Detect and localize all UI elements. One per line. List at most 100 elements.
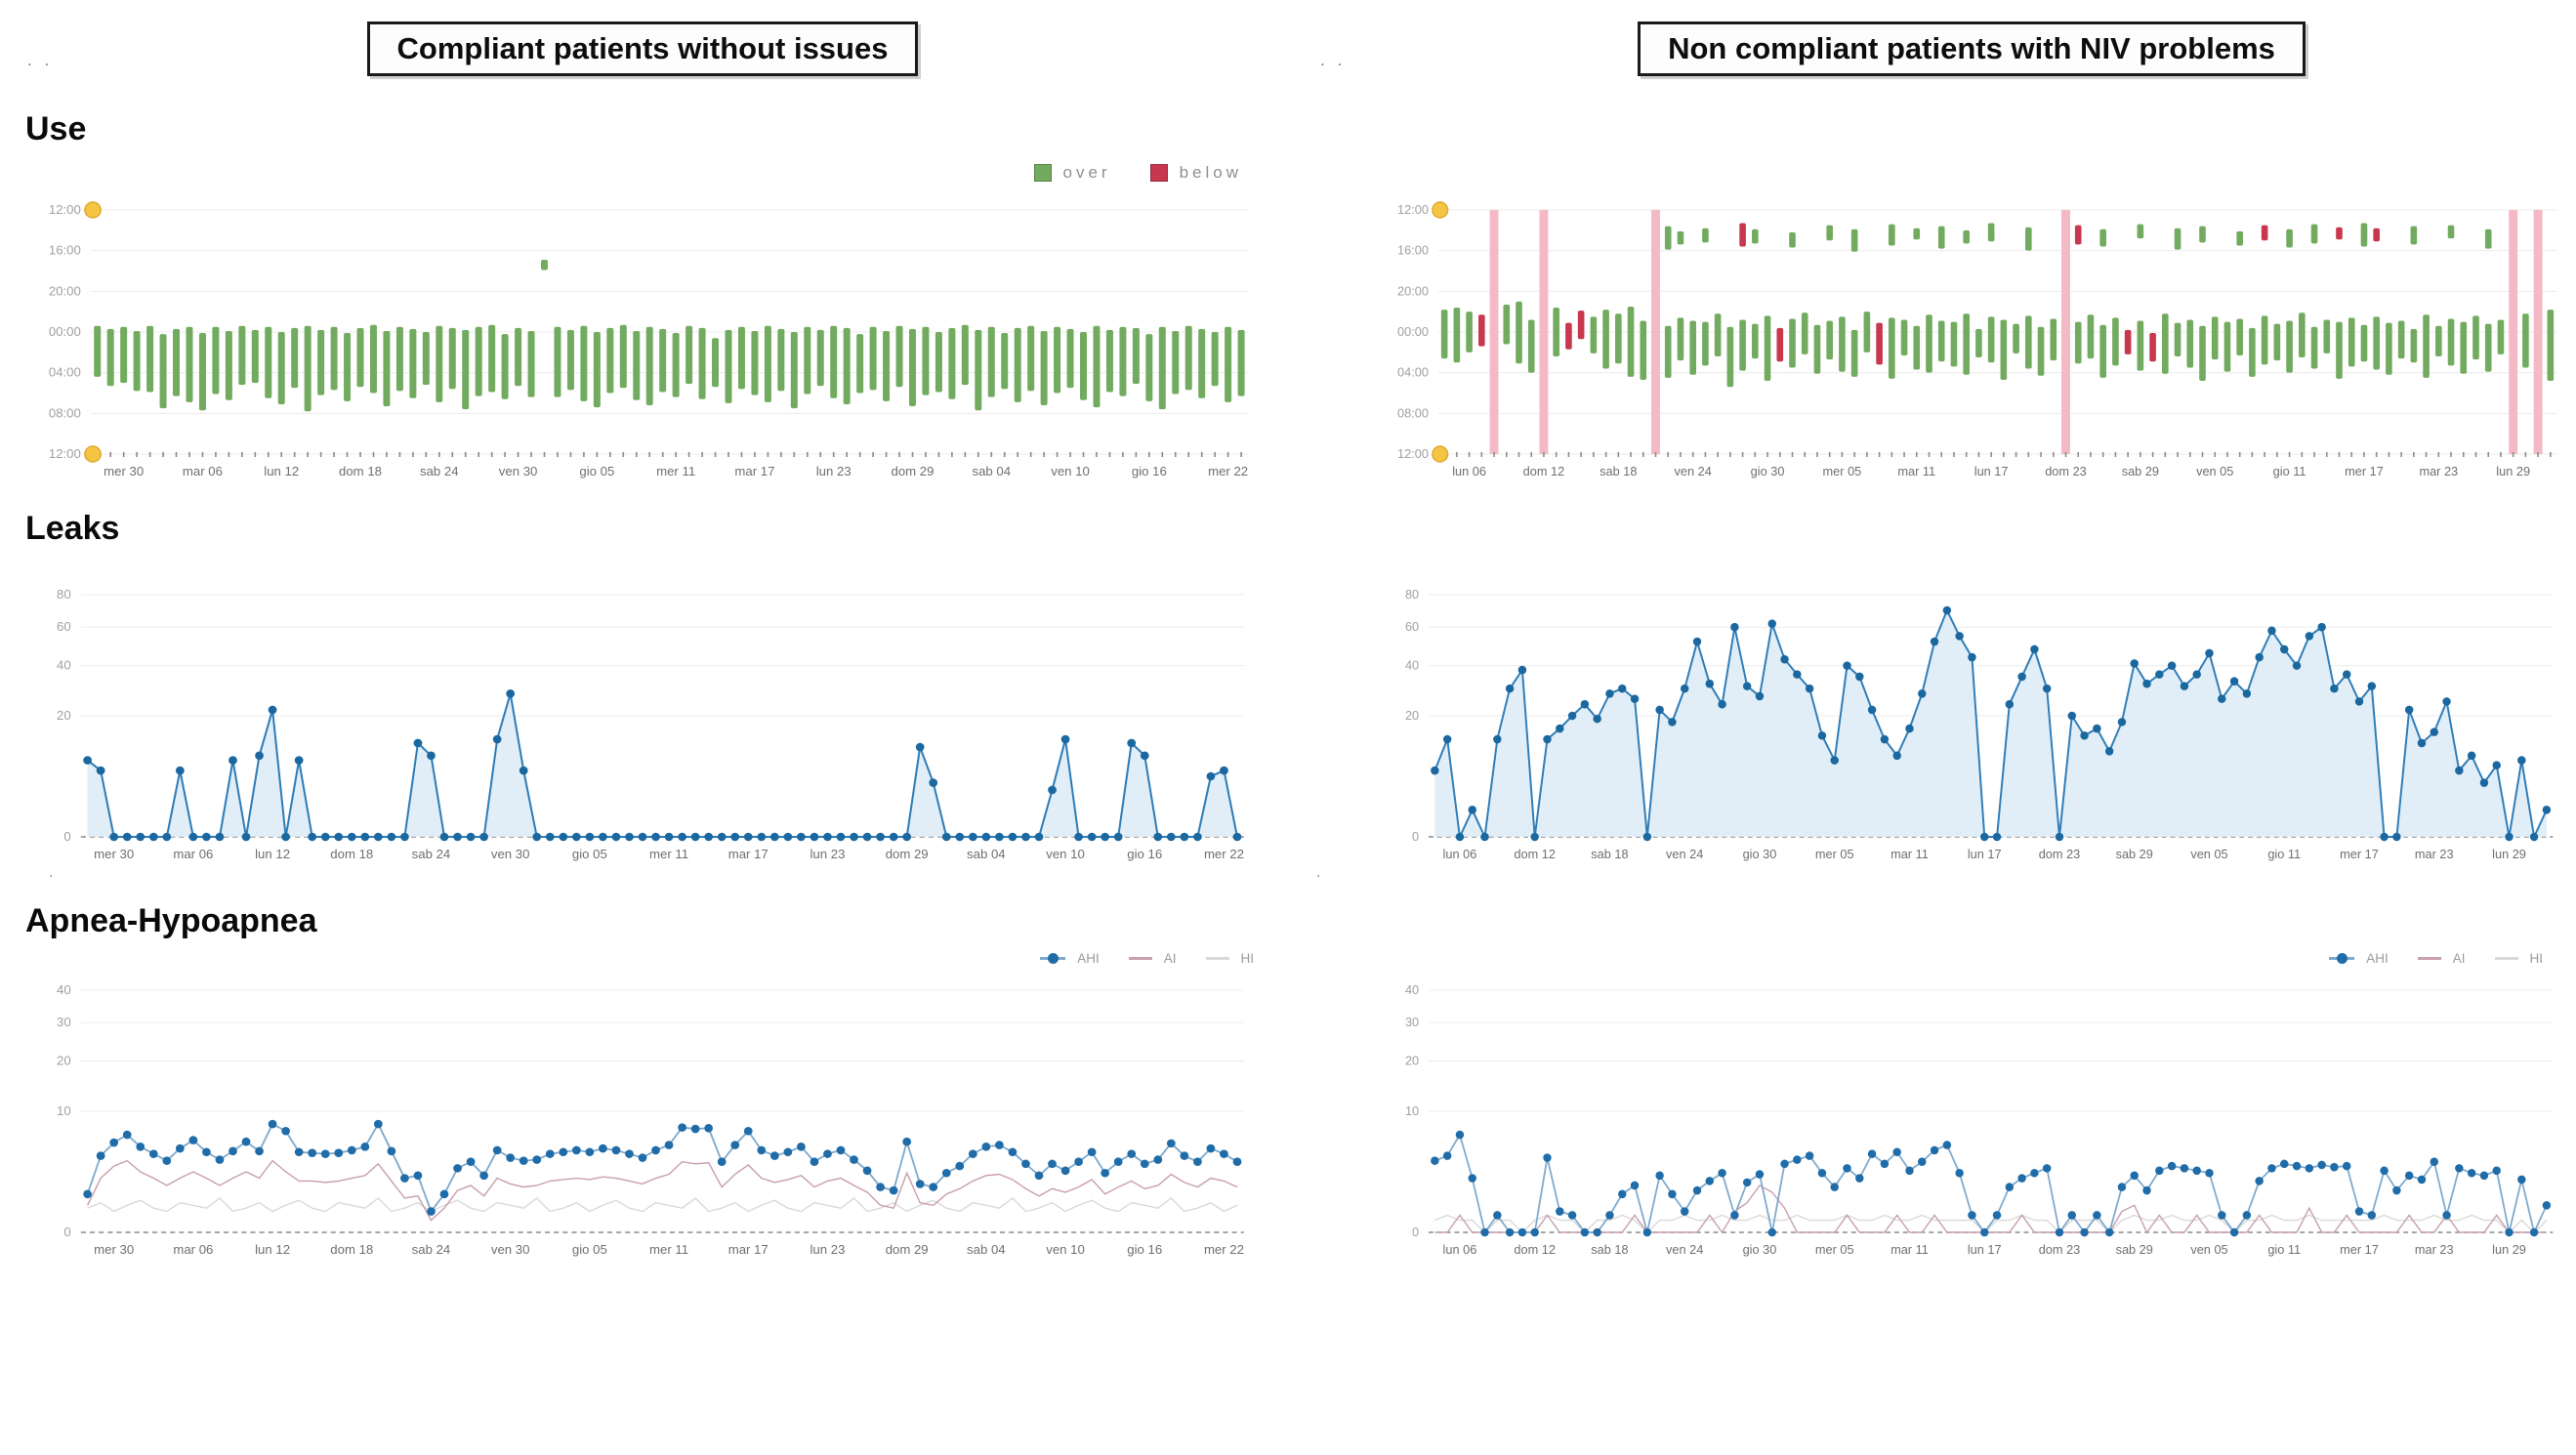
svg-text:mar 17: mar 17: [734, 464, 774, 478]
svg-text:mer 11: mer 11: [649, 1242, 688, 1257]
svg-text:mer 22: mer 22: [1204, 847, 1244, 861]
legend-label-below: below: [1179, 163, 1242, 183]
svg-text:mar 17: mar 17: [728, 847, 769, 861]
svg-text:mar 06: mar 06: [183, 464, 223, 478]
svg-text:dom 29: dom 29: [892, 464, 935, 478]
header-right: . . Non compliant patients with NIV prob…: [1287, 12, 2576, 88]
svg-text:lun 23: lun 23: [810, 1242, 846, 1257]
svg-text:lun 12: lun 12: [255, 847, 290, 861]
svg-text:gio 05: gio 05: [579, 464, 614, 478]
svg-text:mar 11: mar 11: [1897, 464, 1935, 478]
svg-text:gio 05: gio 05: [572, 847, 607, 861]
svg-text:20:00: 20:00: [49, 284, 81, 299]
svg-text:mar 23: mar 23: [2415, 847, 2454, 861]
ahi-chart-right: 0 10 20 30 40 lun 06 dom 12 sab 18 ven 24 gio 30 m…: [1287, 973, 2576, 1266]
svg-text:gio 16: gio 16: [1127, 1242, 1162, 1257]
svg-text:30: 30: [1405, 1015, 1419, 1029]
svg-text:sab 29: sab 29: [2116, 1242, 2153, 1257]
svg-text:mer 30: mer 30: [94, 847, 134, 861]
pre-apnea-row: . .: [0, 864, 2576, 881]
use-chart-right: 12:00 16:00 20:00 00:00 04:00 08:00 12:00 lun 0…: [1287, 194, 2576, 487]
svg-text:dom 23: dom 23: [2045, 464, 2087, 478]
legend-swatch-over: [1033, 164, 1052, 183]
svg-text:lun 29: lun 29: [2492, 1242, 2526, 1257]
svg-text:ven 24: ven 24: [1675, 464, 1712, 478]
svg-text:mar 23: mar 23: [2415, 1242, 2454, 1257]
svg-text:ven 24: ven 24: [1666, 1242, 1703, 1257]
svg-text:16:00: 16:00: [1397, 243, 1429, 258]
svg-text:mer 11: mer 11: [656, 464, 695, 478]
svg-text:lun 17: lun 17: [1968, 1242, 2002, 1257]
svg-text:lun 29: lun 29: [2492, 847, 2526, 861]
svg-text:12:00: 12:00: [1397, 202, 1429, 217]
svg-text:dom 12: dom 12: [1523, 464, 1565, 478]
svg-text:lun 12: lun 12: [264, 464, 299, 478]
svg-text:dom 29: dom 29: [886, 847, 929, 861]
legend-item-over: over: [1033, 163, 1111, 183]
legend-item-hi: HI: [1205, 951, 1254, 966]
svg-text:lun 17: lun 17: [1974, 464, 2009, 478]
svg-text:mar 23: mar 23: [2419, 464, 2458, 478]
svg-text:sab 29: sab 29: [2116, 847, 2153, 861]
svg-text:ven 05: ven 05: [2190, 1242, 2227, 1257]
ahi-legend-row: AHI AI HI AHI AI HI: [0, 943, 2576, 973]
svg-text:gio 30: gio 30: [1743, 847, 1777, 861]
svg-text:mer 05: mer 05: [1815, 847, 1854, 861]
svg-text:lun 06: lun 06: [1443, 847, 1477, 861]
svg-text:ven 10: ven 10: [1046, 1242, 1085, 1257]
right-panel-title: Non compliant patients with NIV problems: [1638, 21, 2306, 76]
legend-label-ahi: AHI: [1077, 950, 1100, 966]
legend-swatch-below: [1149, 164, 1168, 183]
svg-text:08:00: 08:00: [1397, 406, 1429, 421]
svg-text:gio 11: gio 11: [2267, 1242, 2301, 1257]
svg-text:0: 0: [63, 1225, 70, 1239]
use-charts-row: 12:00 16:00 20:00 00:00 04:00 08:00 12:00 mer 3…: [0, 194, 2576, 487]
leaks-chart-right: 0 20 40 60 80 lun 06 dom 12 sab 18 ven 24 gio 30 m…: [1287, 577, 2576, 870]
use-legend-row: over below: [0, 151, 2576, 194]
svg-text:mer 30: mer 30: [104, 464, 144, 478]
svg-text:80: 80: [57, 587, 71, 602]
svg-text:gio 30: gio 30: [1743, 1242, 1777, 1257]
svg-text:mer 22: mer 22: [1208, 464, 1248, 478]
ahi-charts-row: 0 10 20 30 40 mer 30 mar 06 lun 12 dom 18 sab 24 v…: [0, 973, 2576, 1266]
svg-text:0: 0: [63, 829, 70, 844]
svg-text:lun 17: lun 17: [1968, 847, 2002, 861]
svg-text:ven 30: ven 30: [499, 464, 538, 478]
svg-text:12:00: 12:00: [49, 202, 81, 217]
svg-text:lun 23: lun 23: [810, 847, 846, 861]
svg-text:mer 17: mer 17: [2340, 1242, 2379, 1257]
svg-text:mer 17: mer 17: [2345, 464, 2384, 478]
use-legend-spacer: [1287, 151, 2576, 194]
svg-text:sab 18: sab 18: [1600, 464, 1637, 478]
svg-text:20: 20: [57, 708, 71, 723]
svg-text:dom 23: dom 23: [2039, 1242, 2081, 1257]
stray-dot-right: .: [1316, 863, 1321, 881]
legend-swatch-hi: [1205, 956, 1229, 960]
svg-text:30: 30: [57, 1015, 71, 1029]
svg-text:ven 30: ven 30: [491, 1242, 530, 1257]
section-heading-leaks: Leaks: [25, 510, 120, 548]
section-heading-use: Use: [25, 110, 87, 147]
leaks-spacer-row: [0, 552, 2576, 577]
svg-text:sab 04: sab 04: [967, 1242, 1006, 1257]
svg-text:sab 04: sab 04: [972, 464, 1011, 478]
header-row: . . Compliant patients without issues . …: [0, 12, 2576, 88]
svg-text:mar 11: mar 11: [1890, 1242, 1929, 1257]
svg-text:mer 11: mer 11: [649, 847, 688, 861]
header-left: . . Compliant patients without issues: [0, 12, 1287, 88]
svg-text:gio 05: gio 05: [572, 1242, 607, 1257]
ahi-legend-right: AHI AI HI: [1287, 943, 2576, 973]
svg-text:80: 80: [1405, 587, 1419, 602]
legend-item-ai: AI: [1128, 951, 1177, 966]
svg-text:gio 11: gio 11: [2273, 464, 2306, 478]
svg-text:mer 05: mer 05: [1823, 464, 1862, 478]
svg-text:40: 40: [1405, 657, 1419, 672]
svg-text:60: 60: [1405, 619, 1419, 634]
svg-text:10: 10: [1405, 1103, 1419, 1118]
legend-label-hi: HI: [2529, 950, 2544, 966]
svg-text:sab 24: sab 24: [412, 847, 451, 861]
svg-text:60: 60: [57, 619, 71, 634]
svg-text:mar 17: mar 17: [728, 1242, 769, 1257]
svg-text:dom 18: dom 18: [330, 847, 373, 861]
legend-swatch-hi: [2494, 956, 2518, 960]
